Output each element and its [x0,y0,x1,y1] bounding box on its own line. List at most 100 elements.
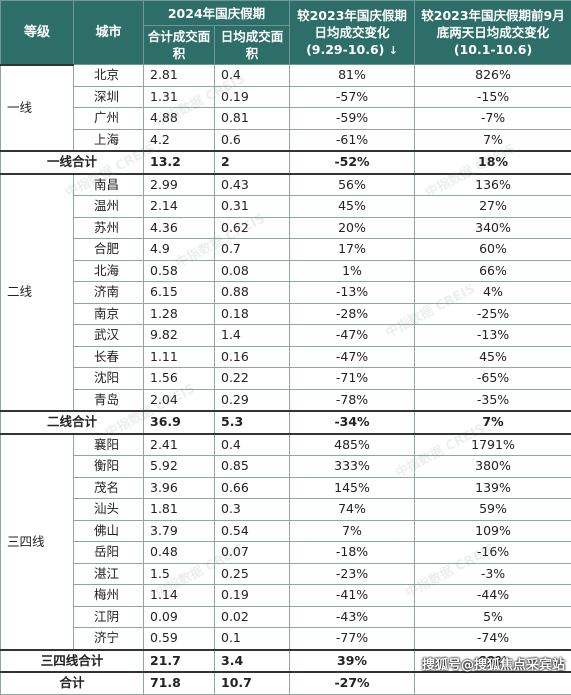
total-area-cell: 2.14 [144,196,215,218]
city-cell: 佛山 [74,520,144,542]
total-area-cell: 3.79 [144,520,215,542]
total-area-cell: 1.56 [144,368,215,390]
yoy-change-cell: -71% [290,368,415,390]
daily-area-cell: 0.16 [215,346,290,368]
daily-area-cell: 0.4 [215,434,290,456]
mom-change-cell: 109% [415,520,571,542]
city-cell: 襄阳 [74,434,144,456]
city-cell: 长春 [74,346,144,368]
yoy-change-cell: -59% [290,108,415,130]
mom-change-cell: 826% [415,65,571,87]
city-cell: 江阴 [74,606,144,628]
daily-area-cell: 0.54 [215,520,290,542]
yoy-change-cell: 485% [290,434,415,456]
city-cell: 湛江 [74,563,144,585]
mom-change-cell: 1791% [415,434,571,456]
subtotal-daily-cell: 2 [215,151,290,174]
yoy-range-line: (9.29-10.6) ↓ [290,41,414,59]
city-cell: 合肥 [74,239,144,261]
daily-area-cell: 0.22 [215,368,290,390]
subtotal-mom-cell: 69% [415,650,571,673]
mom-change-cell: 60% [415,239,571,261]
mom-change-cell: -74% [415,628,571,650]
total-area-cell: 4.2 [144,129,215,151]
daily-area-cell: 0.7 [215,239,290,261]
yoy-change-cell: 333% [290,456,415,478]
total-area-cell: 1.81 [144,499,215,521]
total-area-cell: 4.88 [144,108,215,130]
daily-area-cell: 0.31 [215,196,290,218]
yoy-change-cell: -43% [290,606,415,628]
mom-change-cell: -25% [415,303,571,325]
yoy-change-cell: -23% [290,563,415,585]
daily-area-cell: 0.02 [215,606,290,628]
daily-area-cell: 0.19 [215,86,290,108]
daily-area-cell: 0.18 [215,303,290,325]
daily-area-cell: 0.88 [215,282,290,304]
yoy-change-cell: -18% [290,542,415,564]
grand-yoy-cell: -27% [290,672,415,694]
yoy-change-cell: 74% [290,499,415,521]
mom-change-cell: -44% [415,585,571,607]
total-area-cell: 2.41 [144,434,215,456]
total-area-cell: 2.04 [144,389,215,411]
city-cell: 衡阳 [74,456,144,478]
grand-total-cell: 71.8 [144,672,215,694]
yoy-change-cell: -78% [290,389,415,411]
yoy-change-cell: 7% [290,520,415,542]
mom-change-cell: 380% [415,456,571,478]
total-area-cell: 0.09 [144,606,215,628]
mom-change-cell: 4% [415,282,571,304]
table-header: 等级 城市 2024年国庆假期 较2023年国庆假期日均成交变化 (9.29-1… [1,1,571,65]
total-area-cell: 2.81 [144,65,215,87]
total-area-cell: 4.36 [144,217,215,239]
city-cell: 北京 [74,65,144,87]
mom-change-cell: 66% [415,260,571,282]
total-area-cell: 6.15 [144,282,215,304]
city-cell: 南京 [74,303,144,325]
city-cell: 济南 [74,282,144,304]
subtotal-daily-cell: 3.4 [215,650,290,673]
city-cell: 汕头 [74,499,144,521]
total-area-cell: 1.5 [144,563,215,585]
mom-change-cell: 27% [415,196,571,218]
daily-area-cell: 0.25 [215,563,290,585]
yoy-change-cell: 45% [290,196,415,218]
tier-label: 一线 [1,65,74,152]
subtotal-label: 一线合计 [1,151,144,174]
mom-change-cell: -35% [415,389,571,411]
mom-title: 较2023年国庆假期前9月底两天日均成交变化 [415,7,571,41]
subtotal-mom-cell: 18% [415,151,571,174]
city-cell: 岳阳 [74,542,144,564]
total-area-cell: 1.14 [144,585,215,607]
total-area-header: 合计成交面积 [144,26,215,65]
total-area-cell: 1.11 [144,346,215,368]
yoy-range: (9.29-10.6) [306,42,384,57]
mom-change-cell: 5% [415,606,571,628]
mom-change-cell: -65% [415,368,571,390]
subtotal-total-cell: 36.9 [144,411,215,434]
group-2024-header: 2024年国庆假期 [144,1,290,26]
daily-area-cell: 0.66 [215,477,290,499]
city-cell: 梅州 [74,585,144,607]
mom-change-cell: 136% [415,174,571,196]
daily-area-cell: 0.81 [215,108,290,130]
daily-area-cell: 0.62 [215,217,290,239]
